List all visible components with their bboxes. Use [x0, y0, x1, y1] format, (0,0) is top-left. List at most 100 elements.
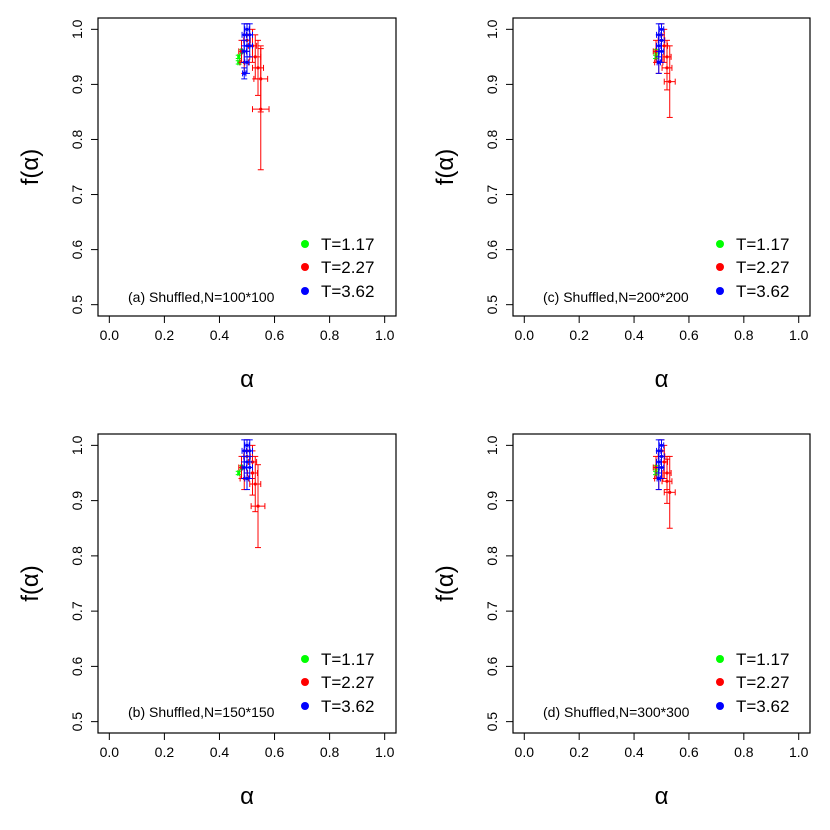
panel-label: (a) Shuffled,N=100*100 — [128, 289, 275, 305]
legend-label: T=1.17 — [321, 650, 374, 669]
legend: T=1.17 T=2.27 T=3.62 — [301, 650, 374, 716]
legend-label: T=2.27 — [321, 673, 374, 692]
point-marker — [245, 476, 249, 481]
series-T=3.62 — [655, 439, 665, 491]
panel-label: (c) Shuffled,N=200*200 — [543, 289, 689, 305]
legend-label: T=1.17 — [321, 235, 374, 254]
point-marker — [253, 55, 257, 59]
point-marker — [665, 479, 669, 483]
point-marker — [657, 460, 661, 464]
point-marker — [668, 80, 672, 84]
point-marker — [245, 60, 249, 64]
legend-marker — [301, 287, 309, 295]
y-tick-label: 0.8 — [69, 546, 85, 566]
plot-frame — [97, 433, 397, 734]
x-axis-title: α — [655, 783, 669, 810]
chart-panel-0: 0.0 0.2 0.4 0.6 0.8 1.0 0.5 0.6 0.7 0.8 0.9 1.0 α f(α… — [17, 17, 397, 393]
x-tick-label: 0.8 — [734, 744, 754, 760]
y-tick-label: 0.5 — [69, 295, 85, 315]
x-tick-label: 0.4 — [624, 327, 644, 343]
legend-marker — [301, 702, 309, 710]
legend-label: T=3.62 — [321, 697, 374, 716]
point-marker — [245, 443, 249, 447]
y-tick-label: 0.7 — [484, 185, 500, 205]
y-tick-label: 0.8 — [69, 130, 85, 150]
legend: T=1.17 T=2.27 T=3.62 — [716, 235, 789, 301]
y-tick-label: 0.6 — [69, 656, 85, 676]
legend-label: T=3.62 — [736, 697, 789, 716]
point-marker — [657, 44, 661, 48]
panel-label: (b) Shuffled,N=150*150 — [128, 704, 275, 720]
y-tick-label: 1.0 — [484, 435, 500, 455]
x-tick-label: 0.4 — [624, 744, 644, 760]
legend-marker — [301, 263, 309, 271]
plot-frame — [512, 433, 811, 734]
legend: T=1.17 T=2.27 T=3.62 — [301, 235, 374, 301]
y-tick-label: 0.7 — [484, 601, 500, 621]
point-marker — [248, 44, 252, 48]
x-tick-label: 0.6 — [265, 327, 285, 343]
y-tick-label: 0.6 — [484, 656, 500, 676]
x-tick-label: 1.0 — [789, 744, 809, 760]
y-tick-label: 1.0 — [69, 19, 85, 39]
data-point — [663, 45, 676, 118]
y-axis-title: f(α) — [432, 149, 459, 186]
point-marker — [668, 490, 672, 494]
point-marker — [657, 60, 661, 64]
data-point — [244, 50, 250, 74]
x-tick-label: 1.0 — [789, 327, 809, 343]
data-point — [252, 39, 265, 96]
legend-marker — [301, 655, 309, 663]
point-marker — [237, 55, 241, 59]
data-point — [246, 34, 254, 58]
data-point — [661, 45, 673, 91]
series-T=3.62 — [241, 23, 254, 80]
data-point — [235, 469, 242, 476]
x-axis-title: α — [655, 366, 669, 393]
data-point — [244, 466, 250, 491]
y-tick-label: 0.7 — [69, 185, 85, 205]
x-tick-label: 0.2 — [569, 327, 589, 343]
legend-marker — [716, 263, 724, 271]
y-tick-label: 0.8 — [484, 546, 500, 566]
x-tick-label: 0.0 — [515, 744, 535, 760]
x-tick-label: 0.8 — [320, 327, 340, 343]
point-marker — [256, 66, 260, 70]
y-tick-label: 0.8 — [484, 130, 500, 150]
legend-marker — [716, 287, 724, 295]
data-point — [250, 464, 266, 549]
data-point — [663, 455, 676, 529]
series-T=3.62 — [241, 439, 254, 491]
y-tick-label: 0.6 — [69, 240, 85, 260]
y-tick-label: 0.5 — [484, 295, 500, 315]
point-marker — [665, 66, 669, 70]
series-T=1.17 — [235, 464, 245, 476]
x-tick-label: 1.0 — [375, 744, 395, 760]
y-tick-label: 0.7 — [69, 601, 85, 621]
y-tick-label: 0.9 — [484, 491, 500, 511]
chart-panel-3: 0.0 0.2 0.4 0.6 0.8 1.0 0.5 0.6 0.7 0.8 0.9 1.0 α f(α… — [432, 433, 811, 810]
legend-label: T=3.62 — [321, 282, 374, 301]
y-axis-title: f(α) — [432, 565, 459, 602]
x-tick-label: 0.8 — [734, 327, 754, 343]
x-tick-label: 0.0 — [100, 744, 120, 760]
legend-marker — [301, 240, 309, 248]
x-tick-label: 0.0 — [100, 327, 120, 343]
chart-panel-1: 0.0 0.2 0.4 0.6 0.8 1.0 0.5 0.6 0.7 0.8 0.9 1.0 α f(α… — [432, 17, 811, 393]
x-tick-label: 0.6 — [265, 744, 285, 760]
y-tick-label: 0.5 — [484, 712, 500, 732]
legend-marker — [716, 702, 724, 710]
x-tick-label: 0.4 — [210, 327, 230, 343]
legend-marker — [716, 678, 724, 686]
point-marker — [259, 107, 263, 111]
series-T=3.62 — [655, 23, 665, 74]
plot-frame — [97, 17, 397, 317]
x-tick-label: 0.6 — [679, 744, 699, 760]
legend-label: T=1.17 — [736, 650, 789, 669]
legend-marker — [301, 678, 309, 686]
x-tick-label: 0.2 — [155, 327, 175, 343]
y-tick-label: 0.6 — [484, 240, 500, 260]
legend-label: T=2.27 — [321, 258, 374, 277]
point-marker — [657, 476, 661, 481]
x-tick-label: 0.2 — [569, 744, 589, 760]
